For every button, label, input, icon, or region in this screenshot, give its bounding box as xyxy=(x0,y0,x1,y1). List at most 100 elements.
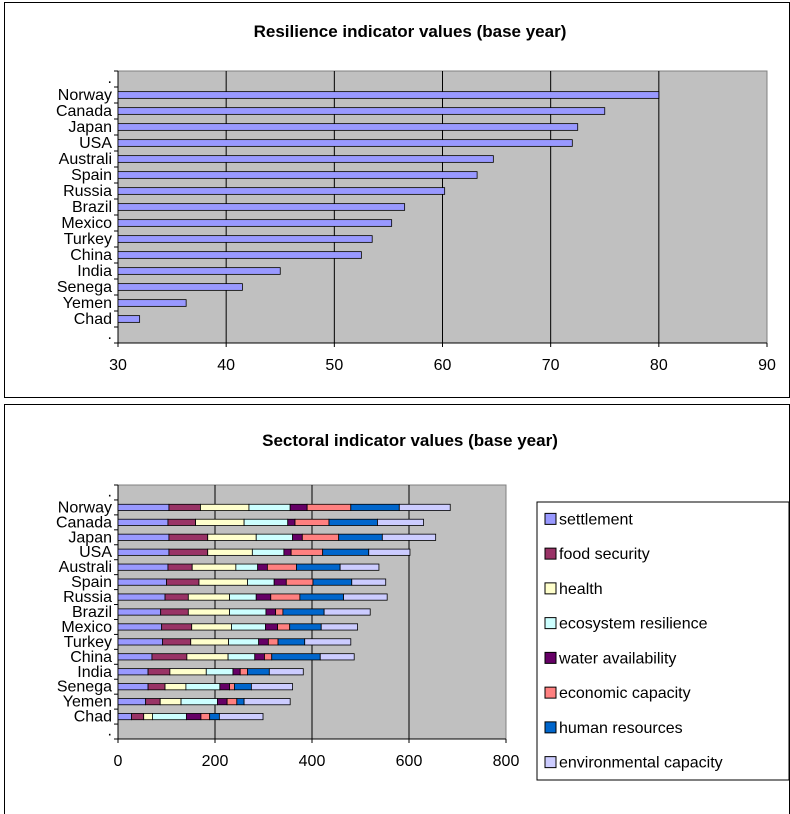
bar-segment xyxy=(343,593,388,601)
bar-segment xyxy=(200,503,250,511)
bar xyxy=(117,251,362,259)
bar-segment xyxy=(243,698,291,706)
legend-label: human resources xyxy=(559,720,683,737)
bar-segment xyxy=(250,683,293,691)
x-tick-label: 70 xyxy=(542,357,560,374)
bar-segment xyxy=(351,578,387,586)
bar-segment xyxy=(187,608,230,616)
bar-segment xyxy=(282,608,325,616)
bar-segment xyxy=(117,713,132,721)
bar-segment xyxy=(381,533,437,541)
category-label: Australi xyxy=(59,559,112,576)
bar-segment xyxy=(167,518,197,526)
bar-segment xyxy=(198,578,248,586)
bar-segment xyxy=(117,623,163,631)
bar-segment xyxy=(271,653,321,661)
bar-segment xyxy=(398,503,451,511)
bar-segment xyxy=(166,578,200,586)
bar-segment xyxy=(117,653,153,661)
bar-segment xyxy=(152,713,187,721)
legend-swatch xyxy=(544,547,557,560)
legend-swatch xyxy=(544,617,557,630)
bar xyxy=(117,235,373,243)
bar-segment xyxy=(350,503,400,511)
legend-label: food security xyxy=(559,546,650,563)
legend-swatch xyxy=(544,756,557,769)
bar-segment xyxy=(294,518,330,526)
category-label: Yemen xyxy=(63,295,112,312)
empty-category-mark: . xyxy=(108,70,112,87)
bar-segment xyxy=(117,593,166,601)
bar-segment xyxy=(268,668,304,676)
sectoral-chart: Sectoral indicator values (base year) 0 20… xyxy=(56,431,790,781)
bar-segment xyxy=(338,533,383,541)
bar-segment xyxy=(164,683,187,691)
bar-segment xyxy=(117,698,147,706)
bar-segment xyxy=(117,668,149,676)
bar-segment xyxy=(147,683,166,691)
bar-segment xyxy=(185,713,202,721)
bar-segment xyxy=(168,548,209,556)
bar-segment xyxy=(168,533,209,541)
bar-segment xyxy=(255,593,272,601)
bar-segment xyxy=(207,533,257,541)
bar-segment xyxy=(195,518,245,526)
bar-segment xyxy=(209,713,220,721)
bar-segment xyxy=(266,563,297,571)
category-label: Turkey xyxy=(64,231,112,248)
bar-segment xyxy=(290,548,324,556)
bar-segment xyxy=(339,563,380,571)
category-label: China xyxy=(70,649,112,666)
legend-label: environmental capacity xyxy=(559,755,723,772)
legend-swatch xyxy=(544,512,557,525)
bar xyxy=(117,107,606,115)
bar-segment xyxy=(299,593,344,601)
x-tick-label: 60 xyxy=(434,357,452,374)
bar-segment xyxy=(232,668,241,676)
category-label: Canada xyxy=(56,103,112,120)
bar xyxy=(117,139,573,147)
bar-segment xyxy=(229,608,267,616)
bar-segment xyxy=(167,563,193,571)
x-tick-label: 600 xyxy=(396,753,423,770)
bar-segment xyxy=(319,653,355,661)
bar-segment xyxy=(187,593,230,601)
legend-swatch xyxy=(544,686,557,699)
category-label: Spain xyxy=(71,574,112,591)
bar-segment xyxy=(217,698,228,706)
bar xyxy=(117,283,243,291)
bar-segment xyxy=(185,683,221,691)
category-label: Chad xyxy=(74,311,112,328)
bar-segment xyxy=(320,623,358,631)
bar-segment xyxy=(296,563,341,571)
category-label: Norway xyxy=(58,499,112,516)
category-label: India xyxy=(77,664,112,681)
bar-segment xyxy=(243,518,289,526)
bar-segment xyxy=(168,503,201,511)
bar-segment xyxy=(186,653,229,661)
bar-segment xyxy=(219,683,230,691)
bar-segment xyxy=(304,638,352,646)
bar-segment xyxy=(117,638,164,646)
category-label: Mexico xyxy=(61,215,112,232)
bar xyxy=(117,299,187,307)
bar-segment xyxy=(147,668,171,676)
bar-segment xyxy=(265,623,278,631)
bar-segment xyxy=(227,653,256,661)
bar-segment xyxy=(229,593,257,601)
bar-segment xyxy=(301,533,340,541)
bar-segment xyxy=(207,548,253,556)
bar-segment xyxy=(143,713,153,721)
bar-segment xyxy=(257,563,268,571)
category-label: Canada xyxy=(56,514,112,531)
category-label: Australi xyxy=(59,151,112,168)
bar-segment xyxy=(287,518,296,526)
bar xyxy=(117,171,478,179)
bar-segment xyxy=(292,533,303,541)
bar-segment xyxy=(273,578,287,586)
bar-segment xyxy=(251,548,285,556)
bar-segment xyxy=(270,593,301,601)
bar-segment xyxy=(289,503,308,511)
bar-segment xyxy=(151,653,188,661)
category-label: USA xyxy=(79,135,112,152)
